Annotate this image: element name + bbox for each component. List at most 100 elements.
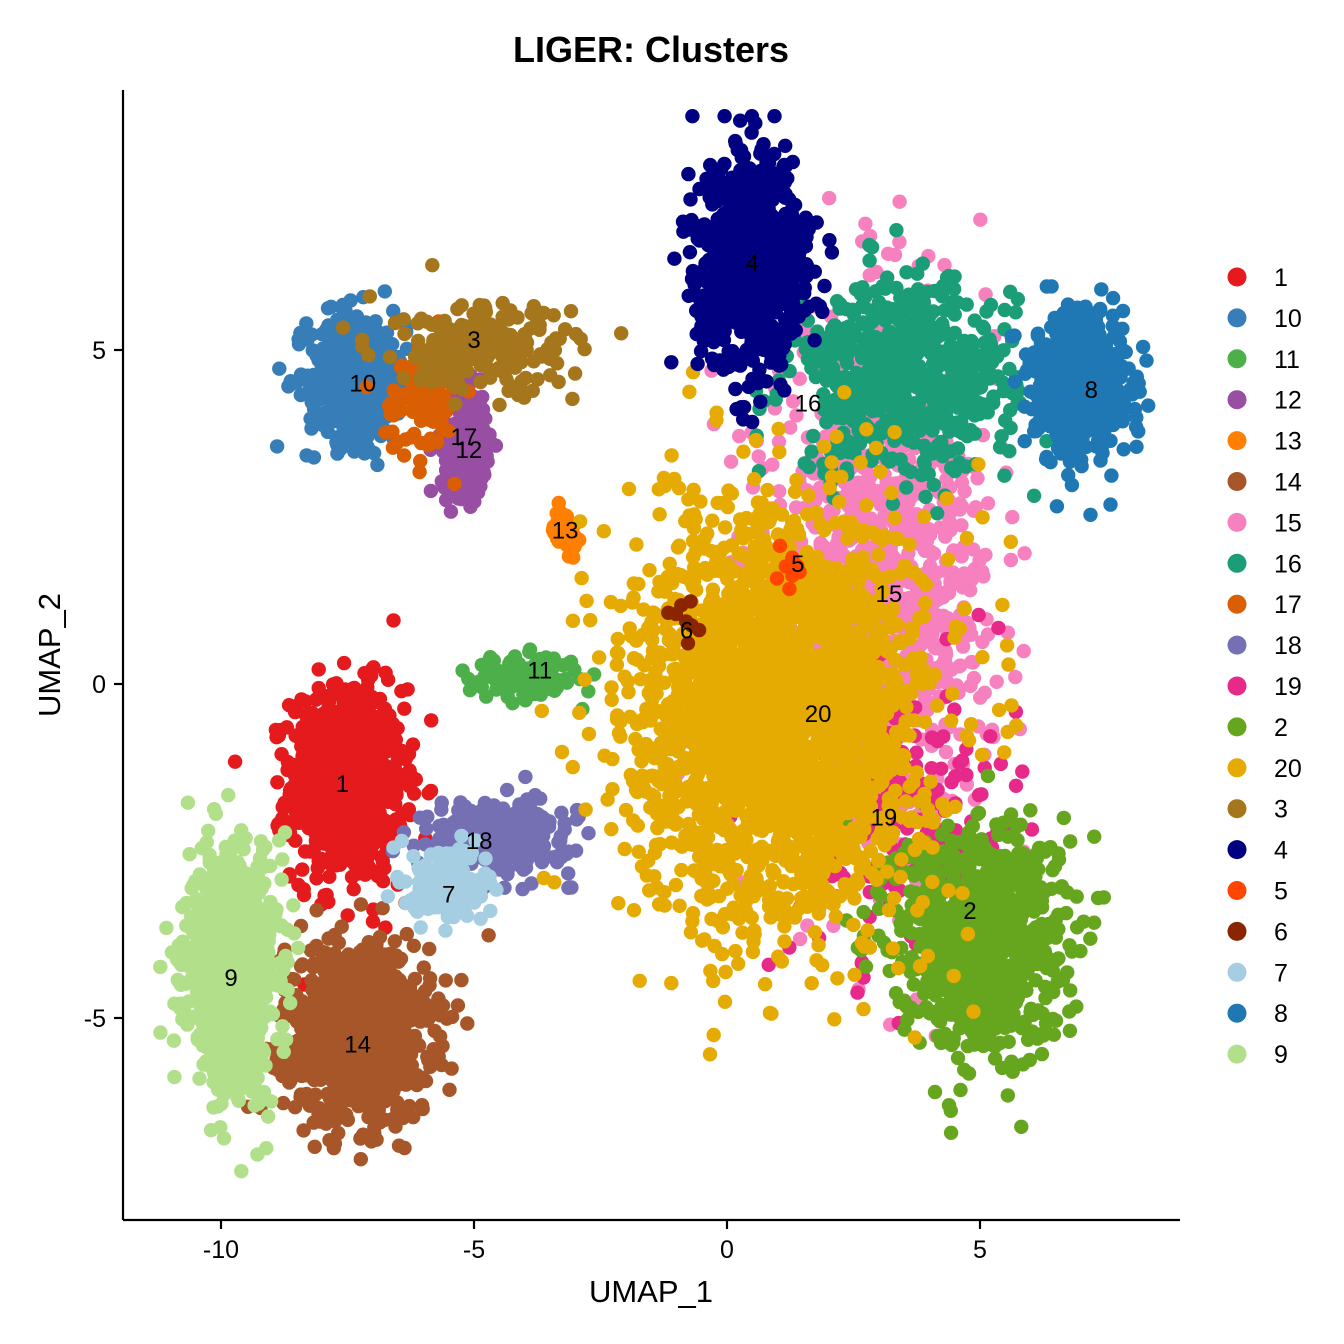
point-cluster-15 xyxy=(932,520,948,535)
point-cluster-15 xyxy=(873,497,888,512)
point-cluster-10 xyxy=(334,371,350,386)
point-cluster-10 xyxy=(306,450,322,465)
point-cluster-16 xyxy=(877,357,892,372)
point-cluster-14 xyxy=(334,1016,349,1031)
point-cluster-1 xyxy=(402,779,417,794)
point-cluster-18 xyxy=(521,794,536,809)
point-cluster-10 xyxy=(323,382,338,397)
point-cluster-2 xyxy=(1056,810,1072,826)
point-cluster-16 xyxy=(950,441,966,456)
point-cluster-14 xyxy=(389,995,404,1010)
point-cluster-1 xyxy=(274,747,289,762)
point-cluster-16 xyxy=(953,400,968,416)
point-cluster-1 xyxy=(287,768,303,783)
point-cluster-16 xyxy=(1003,403,1018,418)
point-cluster-14 xyxy=(295,957,310,972)
point-cluster-16 xyxy=(864,304,879,319)
point-cluster-1 xyxy=(298,739,313,754)
point-cluster-15 xyxy=(917,543,933,558)
point-cluster-1 xyxy=(365,838,380,853)
point-cluster-14 xyxy=(355,942,370,957)
point-cluster-11 xyxy=(461,671,476,687)
point-cluster-1 xyxy=(386,613,401,628)
point-cluster-16 xyxy=(916,438,932,453)
point-cluster-16 xyxy=(1008,305,1023,320)
point-cluster-10 xyxy=(310,368,325,383)
point-cluster-14 xyxy=(374,979,389,994)
point-cluster-16 xyxy=(990,369,1005,384)
point-cluster-16 xyxy=(930,438,945,453)
point-cluster-16 xyxy=(911,419,926,434)
point-cluster-15 xyxy=(945,565,961,580)
point-cluster-15 xyxy=(952,659,967,674)
point-cluster-1 xyxy=(389,784,404,799)
point-cluster-18 xyxy=(495,836,510,851)
point-cluster-14 xyxy=(306,983,322,998)
point-cluster-1 xyxy=(375,853,390,869)
point-cluster-1 xyxy=(297,798,312,813)
point-cluster-1 xyxy=(340,700,355,715)
point-cluster-14 xyxy=(442,1082,457,1098)
point-cluster-19 xyxy=(955,753,970,768)
point-cluster-1 xyxy=(397,701,412,716)
point-cluster-17 xyxy=(385,424,400,439)
point-cluster-16 xyxy=(875,331,890,347)
point-cluster-10 xyxy=(304,395,319,410)
point-cluster-14 xyxy=(372,929,388,945)
point-cluster-14 xyxy=(409,1068,425,1083)
point-cluster-16 xyxy=(918,489,933,505)
point-cluster-16 xyxy=(941,417,956,432)
point-cluster-17 xyxy=(383,407,398,422)
point-cluster-11 xyxy=(562,656,577,671)
point-cluster-1 xyxy=(346,843,361,858)
point-cluster-15 xyxy=(989,674,1004,689)
point-cluster-1 xyxy=(287,778,302,793)
point-cluster-16 xyxy=(1002,444,1017,459)
point-cluster-14 xyxy=(312,1024,327,1040)
point-cluster-1 xyxy=(280,797,295,813)
point-cluster-16 xyxy=(922,308,938,323)
point-cluster-14 xyxy=(387,934,402,949)
point-cluster-14 xyxy=(422,941,437,957)
point-cluster-14 xyxy=(373,1023,388,1038)
point-cluster-15 xyxy=(765,457,780,472)
point-cluster-14 xyxy=(408,1038,423,1053)
point-cluster-1 xyxy=(309,871,324,886)
point-cluster-19 xyxy=(850,985,865,1000)
point-cluster-1 xyxy=(351,699,366,715)
point-cluster-1 xyxy=(320,701,336,717)
point-cluster-1 xyxy=(386,771,401,787)
point-cluster-16 xyxy=(930,506,945,521)
point-cluster-1 xyxy=(345,681,361,696)
point-cluster-1 xyxy=(340,908,355,923)
chart-title: LIGER: Clusters xyxy=(513,29,789,70)
point-cluster-18 xyxy=(581,826,596,841)
point-cluster-16 xyxy=(848,282,864,297)
point-cluster-15 xyxy=(963,678,978,694)
point-cluster-17 xyxy=(434,394,450,409)
point-cluster-10 xyxy=(338,404,353,419)
point-cluster-1 xyxy=(380,672,396,687)
point-cluster-14 xyxy=(431,991,446,1006)
point-cluster-16 xyxy=(901,433,916,448)
point-cluster-14 xyxy=(353,1152,368,1167)
point-cluster-16 xyxy=(806,428,821,444)
point-cluster-16 xyxy=(920,284,935,300)
point-cluster-15 xyxy=(822,190,837,206)
point-cluster-16 xyxy=(875,279,890,295)
point-cluster-17 xyxy=(447,476,462,492)
point-cluster-17 xyxy=(413,453,428,469)
point-cluster-14 xyxy=(282,1065,297,1080)
point-cluster-1 xyxy=(336,655,352,671)
point-cluster-14 xyxy=(299,1086,314,1102)
point-cluster-17 xyxy=(426,414,441,429)
point-cluster-10 xyxy=(323,299,339,314)
point-cluster-14 xyxy=(431,1049,446,1064)
point-cluster-14 xyxy=(415,1101,430,1117)
point-cluster-1 xyxy=(314,831,329,846)
point-cluster-16 xyxy=(904,316,919,331)
point-cluster-18 xyxy=(505,823,520,838)
point-cluster-15 xyxy=(732,428,747,444)
point-cluster-10 xyxy=(269,439,285,454)
point-cluster-10 xyxy=(303,411,318,426)
